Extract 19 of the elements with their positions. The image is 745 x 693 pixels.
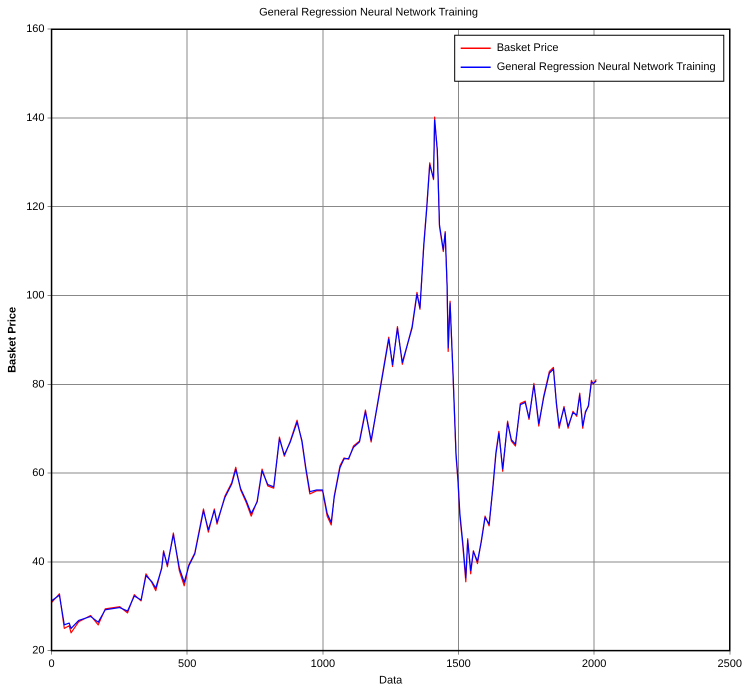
chart-title: General Regression Neural Network Training bbox=[259, 6, 478, 19]
legend-label: Basket Price bbox=[496, 42, 558, 54]
x-tick-label: 0 bbox=[48, 658, 55, 670]
x-axis-title: Data bbox=[379, 674, 404, 686]
x-tick-label: 2000 bbox=[582, 658, 606, 670]
y-tick-label: 140 bbox=[26, 112, 45, 124]
y-tick-label: 80 bbox=[32, 378, 45, 390]
x-tick-label: 500 bbox=[178, 658, 196, 670]
y-tick-label: 100 bbox=[26, 290, 45, 302]
y-tick-label: 160 bbox=[26, 23, 45, 36]
y-tick-label: 120 bbox=[26, 200, 45, 213]
x-tick-label: 1500 bbox=[446, 658, 471, 670]
legend-label: General Regression Neural Network Training bbox=[496, 61, 716, 74]
y-tick-label: 20 bbox=[32, 644, 45, 657]
y-tick-label: 40 bbox=[32, 556, 45, 568]
y-tick-label: 60 bbox=[32, 467, 45, 480]
y-axis-title: Basket Price bbox=[6, 306, 19, 373]
x-tick-label: 2500 bbox=[718, 658, 742, 670]
x-tick-label: 1000 bbox=[310, 658, 336, 670]
